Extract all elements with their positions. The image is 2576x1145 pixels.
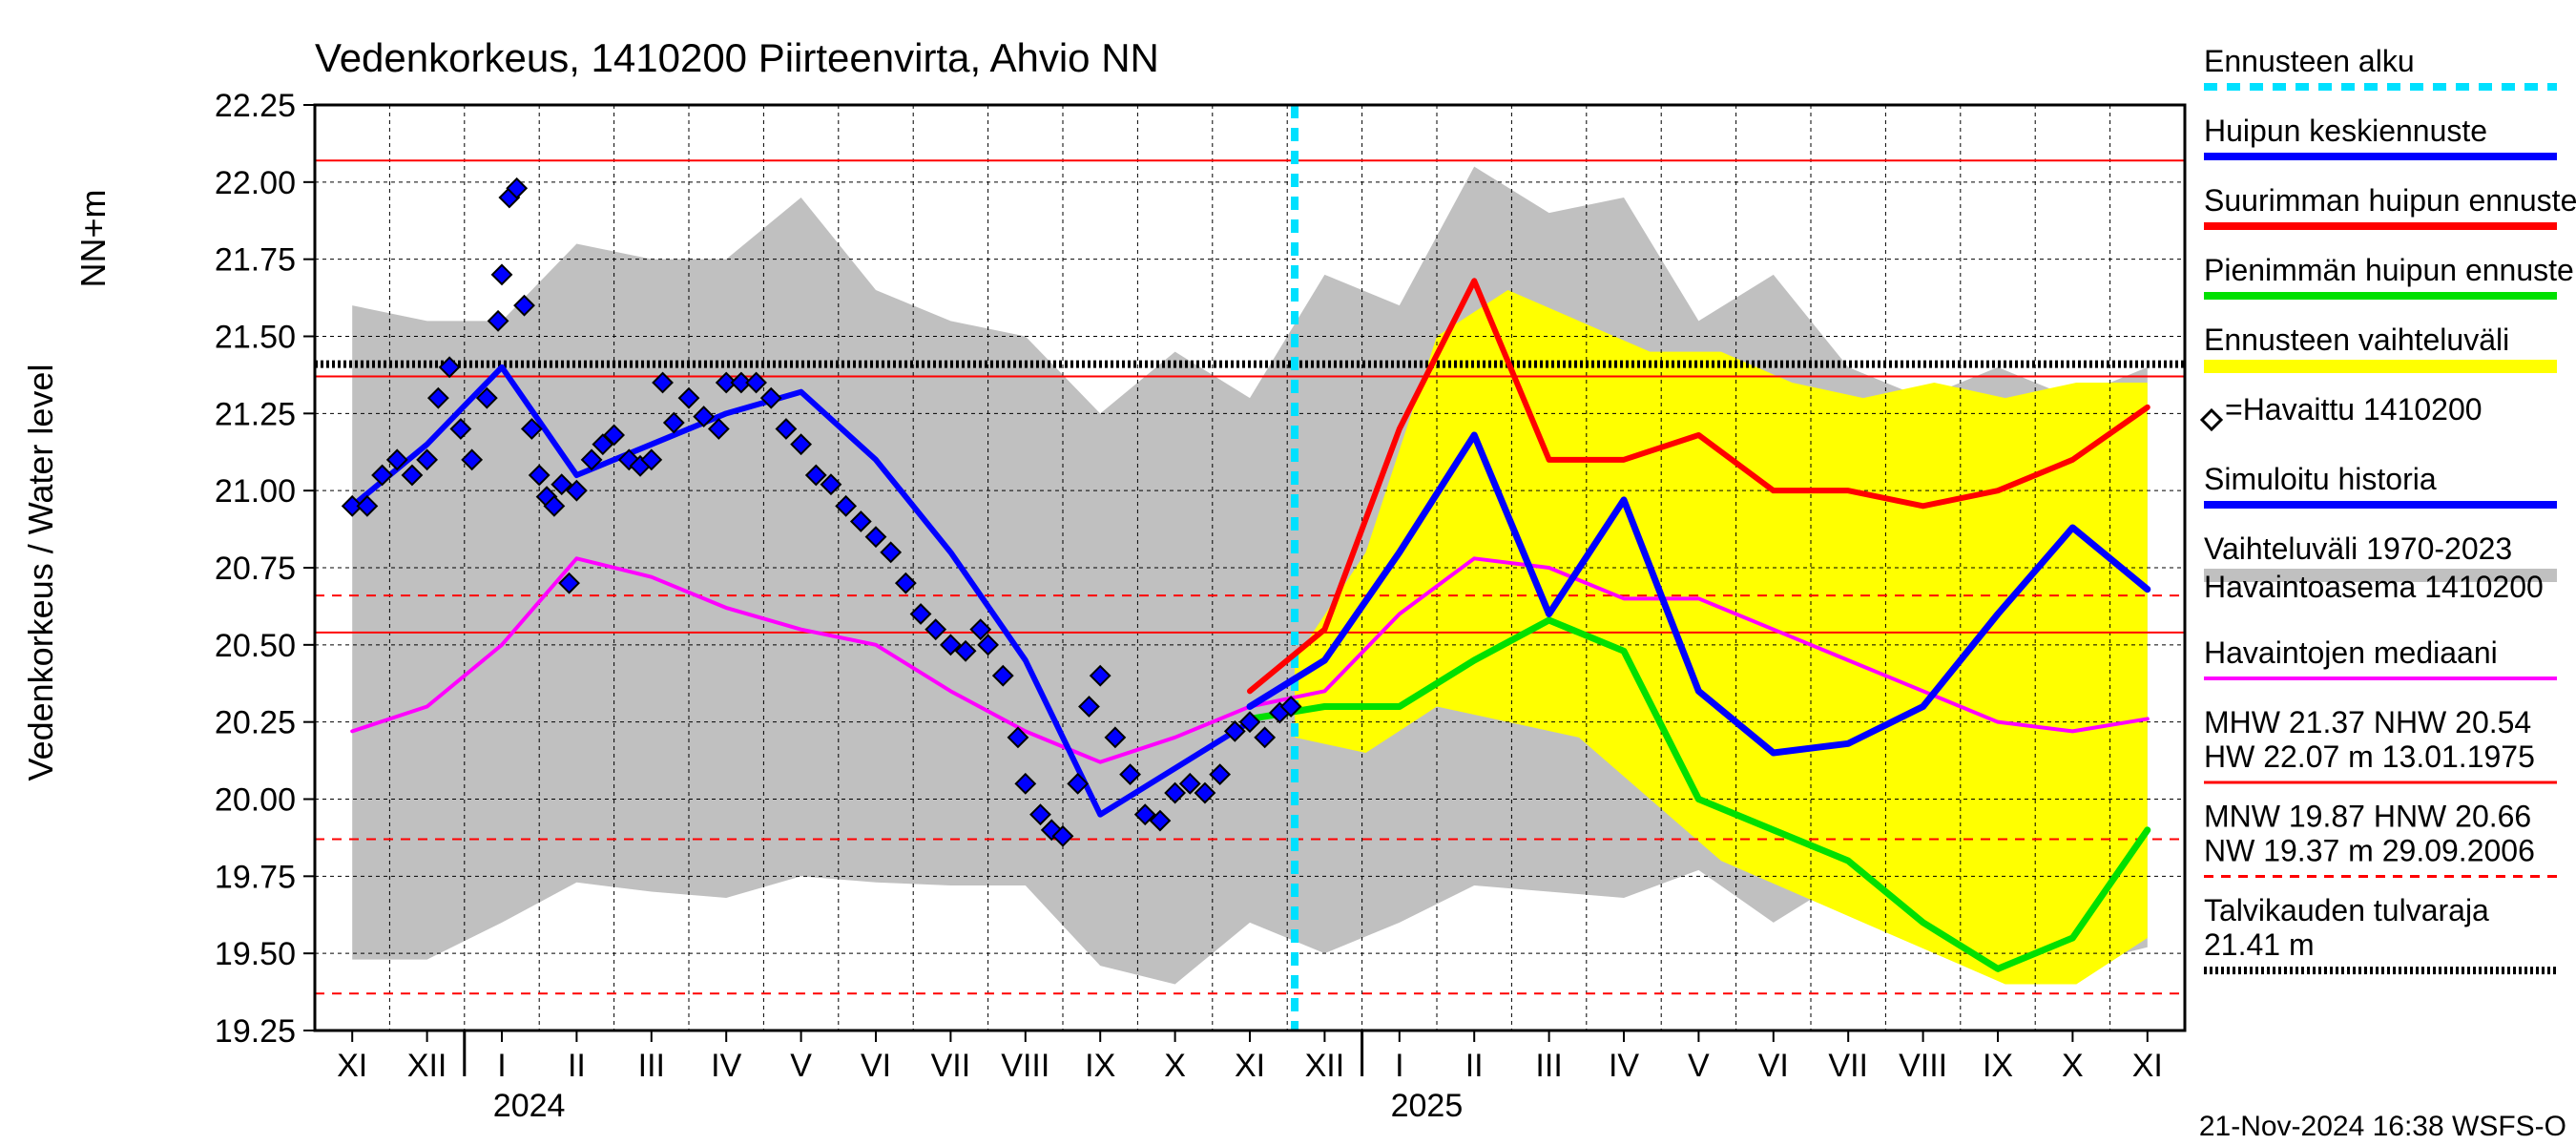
x-month-label: IV bbox=[711, 1048, 741, 1084]
y-axis-label-meaning: Vedenkorkeus / Water level bbox=[21, 364, 60, 781]
y-tick-label: 20.50 bbox=[215, 628, 296, 664]
chart-container: 19.25 19.50 19.75 20.00 20.25 20.50 20.75 21.00… bbox=[0, 0, 2576, 1145]
y-tick-label: 21.50 bbox=[215, 320, 296, 356]
x-month-label: VII bbox=[931, 1048, 971, 1084]
legend-label: Huipun keskiennuste bbox=[2204, 114, 2487, 148]
legend-label: Havaintojen mediaani bbox=[2204, 635, 2498, 670]
x-month-label: II bbox=[1465, 1048, 1484, 1084]
legend-label: Ennusteen alku bbox=[2204, 44, 2415, 78]
legend-sublabel: Havaintoasema 1410200 bbox=[2204, 570, 2544, 604]
y-tick-label: 21.75 bbox=[215, 242, 296, 279]
x-month-label: VIII bbox=[1899, 1048, 1947, 1084]
x-month-label: II bbox=[568, 1048, 586, 1084]
x-month-label: VII bbox=[1828, 1048, 1868, 1084]
y-tick-label: 20.25 bbox=[215, 705, 296, 741]
x-month-label: XI bbox=[1235, 1048, 1265, 1084]
footer-credit: 21-Nov-2024 16:38 WSFS-O bbox=[2199, 1111, 2566, 1142]
legend-label: Pienimmän huipun ennuste bbox=[2204, 253, 2574, 287]
legend-sublabel: NW 19.37 m 29.09.2006 bbox=[2204, 834, 2535, 868]
legend-label: Ennusteen vaihteluväli bbox=[2204, 323, 2509, 357]
y-tick-label: 19.25 bbox=[215, 1013, 296, 1050]
x-month-label: XII bbox=[1305, 1048, 1345, 1084]
x-month-label: X bbox=[2062, 1048, 2084, 1084]
x-month-label: I bbox=[1395, 1048, 1403, 1084]
x-month-label: VIII bbox=[1001, 1048, 1049, 1084]
legend-label: Simuloitu historia bbox=[2204, 462, 2437, 496]
y-axis-label-unit: NN+m bbox=[73, 189, 113, 287]
y-tick-label: 22.00 bbox=[215, 165, 296, 201]
legend-swatch-band bbox=[2204, 360, 2557, 373]
x-month-label: III bbox=[638, 1048, 665, 1084]
x-month-label: IX bbox=[1085, 1048, 1115, 1084]
legend-sublabel: 21.41 m bbox=[2204, 927, 2315, 962]
x-month-label: XI bbox=[2132, 1048, 2163, 1084]
x-month-label: X bbox=[1164, 1048, 1186, 1084]
legend-diamond-icon bbox=[2202, 410, 2221, 429]
chart-title: Vedenkorkeus, 1410200 Piirteenvirta, Ahv… bbox=[315, 35, 1159, 80]
y-tick-label: 19.75 bbox=[215, 859, 296, 895]
y-tick-label: 19.50 bbox=[215, 936, 296, 972]
legend-label: =Havaittu 1410200 bbox=[2225, 392, 2483, 427]
x-year-label: 2024 bbox=[493, 1088, 566, 1124]
x-month-label: III bbox=[1535, 1048, 1562, 1084]
x-month-label: I bbox=[497, 1048, 506, 1084]
legend-label: MHW 21.37 NHW 20.54 bbox=[2204, 705, 2531, 739]
legend-label: Talvikauden tulvaraja bbox=[2204, 893, 2489, 927]
x-month-label: V bbox=[790, 1048, 812, 1084]
legend-label: MNW 19.87 HNW 20.66 bbox=[2204, 800, 2531, 834]
y-tick-label: 20.00 bbox=[215, 782, 296, 819]
x-month-label: XI bbox=[337, 1048, 367, 1084]
legend-label: Suurimman huipun ennuste bbox=[2204, 183, 2576, 218]
y-tick-label: 21.25 bbox=[215, 396, 296, 432]
y-tick-label: 20.75 bbox=[215, 551, 296, 587]
y-tick-label: 21.00 bbox=[215, 473, 296, 510]
x-month-label: XII bbox=[407, 1048, 447, 1084]
legend-sublabel: HW 22.07 m 13.01.1975 bbox=[2204, 739, 2535, 774]
x-month-label: IX bbox=[1983, 1048, 2013, 1084]
legend-label: Vaihteluväli 1970-2023 bbox=[2204, 531, 2512, 566]
x-year-label: 2025 bbox=[1391, 1088, 1464, 1124]
x-month-label: V bbox=[1688, 1048, 1710, 1084]
water-level-chart: 19.25 19.50 19.75 20.00 20.25 20.50 20.75 21.00… bbox=[0, 0, 2576, 1145]
y-tick-label: 22.25 bbox=[215, 88, 296, 124]
x-month-label: VI bbox=[861, 1048, 891, 1084]
x-month-label: IV bbox=[1609, 1048, 1639, 1084]
x-month-label: VI bbox=[1758, 1048, 1789, 1084]
